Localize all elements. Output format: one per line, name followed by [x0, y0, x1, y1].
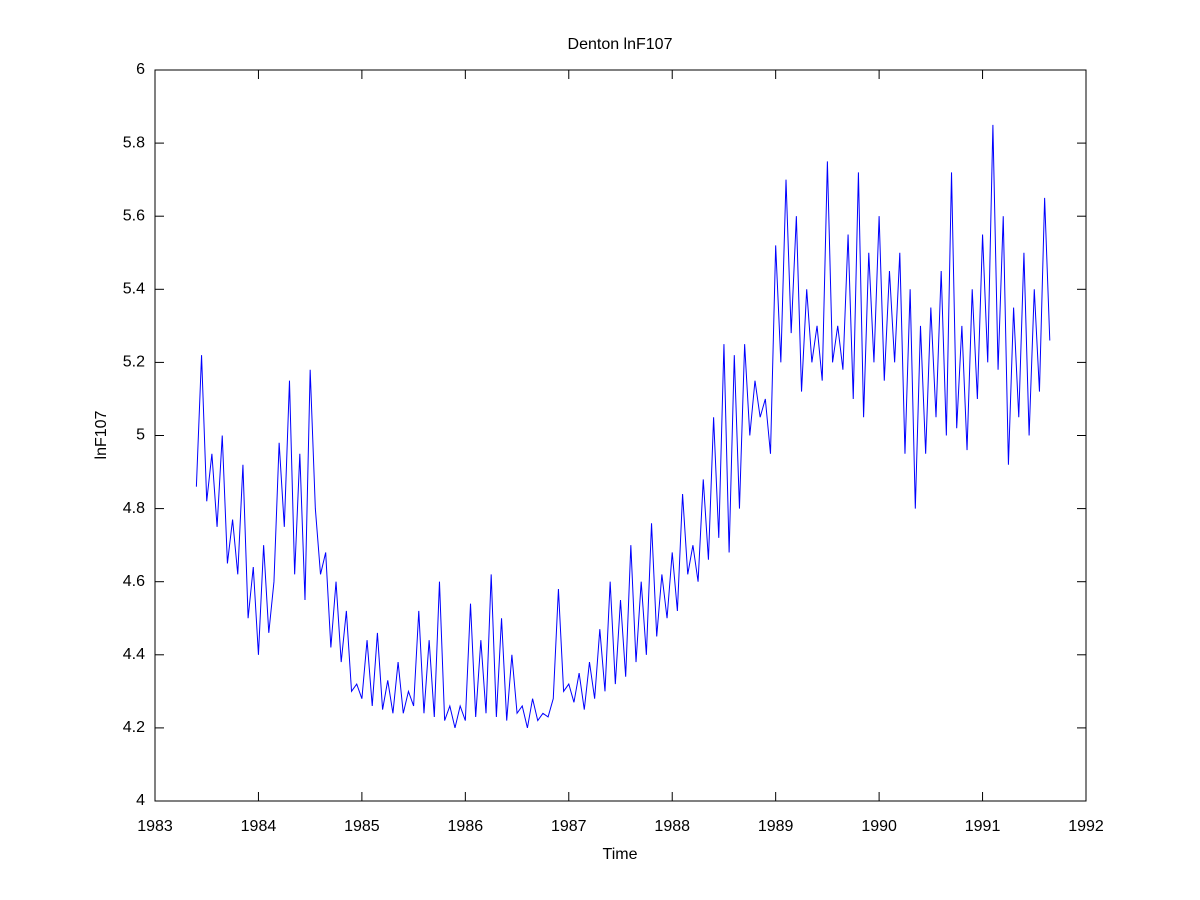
x-tick-label: 1984: [241, 818, 277, 835]
y-tick-label: 5: [136, 427, 145, 444]
x-tick-label: 1985: [344, 818, 380, 835]
y-tick-label: 4.6: [123, 573, 145, 590]
x-tick-label: 1983: [137, 818, 173, 835]
x-tick-label: 1991: [965, 818, 1001, 835]
y-tick-label: 6: [136, 61, 145, 78]
data-line: [195, 124, 1051, 729]
y-tick-label: 5.8: [123, 134, 145, 151]
x-tick-label: 1989: [758, 818, 794, 835]
x-axis-label: Time: [603, 846, 638, 863]
x-tick-label: 1992: [1068, 818, 1104, 835]
y-tick-label: 5.2: [123, 354, 145, 371]
x-tick-label: 1988: [654, 818, 690, 835]
chart-title: Denton lnF107: [568, 36, 673, 53]
x-tick-label: 1990: [861, 818, 897, 835]
y-tick-label: 4.8: [123, 500, 145, 517]
y-tick-label: 4: [136, 792, 145, 809]
y-tick-label: 5.6: [123, 207, 145, 224]
x-tick-label: 1987: [551, 818, 587, 835]
y-tick-label: 4.4: [123, 646, 145, 663]
y-tick-label: 5.4: [123, 281, 145, 298]
x-tick-label: 1986: [448, 818, 484, 835]
y-tick-label: 4.2: [123, 719, 145, 736]
y-axis-label: lnF107: [93, 410, 110, 459]
